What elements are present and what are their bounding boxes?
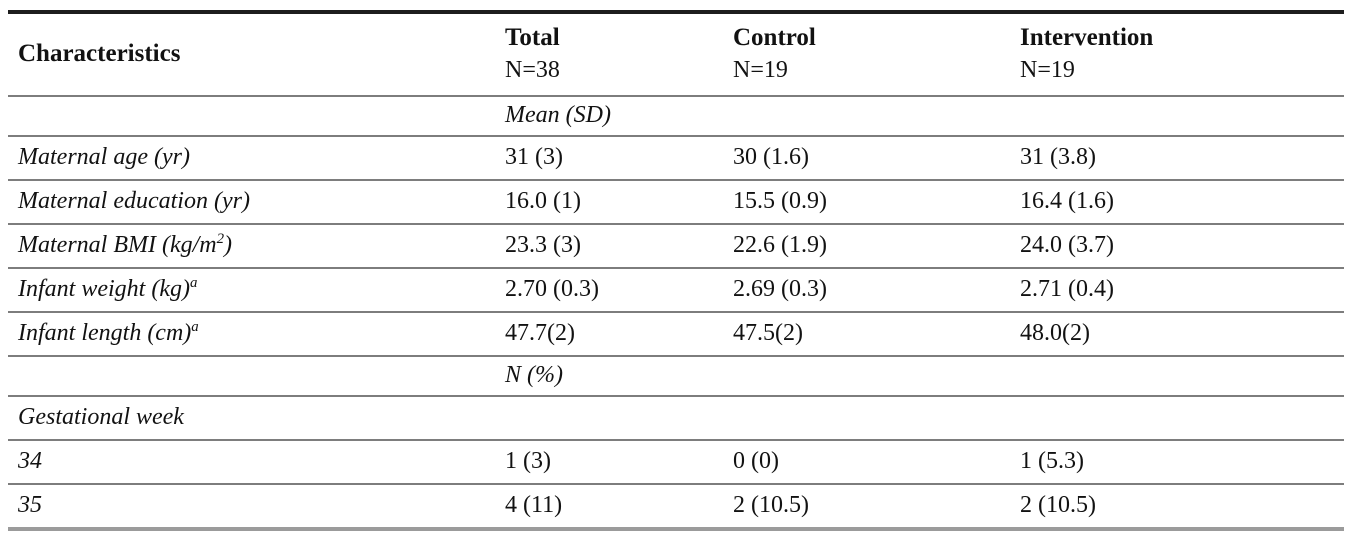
cell-intervention: 31 (3.8) (1020, 144, 1096, 170)
cell-control: 15.5 (0.9) (733, 188, 827, 214)
cell-total: 16.0 (1) (505, 188, 581, 214)
section-label: N (%) (505, 362, 563, 388)
row-label: Infant length (cm)a (18, 319, 199, 346)
row-label: 34 (18, 448, 42, 474)
header-total-title: Total (505, 24, 560, 51)
section-label: Mean (SD) (505, 102, 611, 128)
row-label: 35 (18, 492, 42, 518)
table-row-maternal-bmi: Maternal BMI (kg/m2) 23.3 (3) 22.6 (1.9)… (8, 224, 1344, 268)
characteristics-table: Characteristics Total N=38 Control N=19 … (8, 10, 1344, 531)
table-row-infant-weight: Infant weight (kg)a 2.70 (0.3) 2.69 (0.3… (8, 268, 1344, 312)
cell-total: 23.3 (3) (505, 232, 581, 258)
cell-intervention: 24.0 (3.7) (1020, 232, 1114, 258)
header-intervention: Intervention N=19 (1020, 12, 1344, 96)
cell-total: 4 (11) (505, 492, 563, 518)
footnote-marker-a: a (189, 275, 198, 291)
header-intervention-n: N=19 (1020, 57, 1075, 83)
header-total: Total N=38 (505, 12, 733, 96)
table-row-maternal-education: Maternal education (yr) 16.0 (1) 15.5 (0… (8, 180, 1344, 224)
cell-total (505, 396, 733, 440)
cell-control: 30 (1.6) (733, 144, 809, 170)
cell-control: 2 (10.5) (733, 492, 809, 518)
superscript-2: 2 (216, 231, 225, 247)
header-control-title: Control (733, 24, 816, 51)
row-label (8, 356, 505, 396)
header-control-n: N=19 (733, 57, 788, 83)
header-characteristics: Characteristics (18, 40, 181, 67)
footnote-marker-a: a (191, 319, 199, 335)
row-label (8, 96, 505, 136)
row-label: Maternal BMI (kg/m2) (18, 231, 233, 258)
header-control: Control N=19 (733, 12, 1020, 96)
cell-total: 1 (3) (505, 448, 551, 474)
table-row-maternal-age: Maternal age (yr) 31 (3) 30 (1.6) 31 (3.… (8, 136, 1344, 180)
cell-control: 2.69 (0.3) (733, 276, 827, 302)
table-row-week-35: 35 4 (11) 2 (10.5) 2 (10.5) (8, 484, 1344, 529)
cell-intervention: 2 (10.5) (1020, 492, 1096, 518)
cell-total: 47.7(2) (505, 320, 575, 346)
row-label: Infant weight (kg)a (18, 275, 198, 302)
cell-intervention: 1 (5.3) (1020, 448, 1084, 474)
table-row-week-34: 34 1 (3) 0 (0) 1 (5.3) (8, 440, 1344, 484)
cell-control (733, 396, 1020, 440)
cell-intervention (1020, 396, 1344, 440)
cell-control: 47.5(2) (733, 320, 803, 346)
cell-control: 22.6 (1.9) (733, 232, 827, 258)
cell-intervention: 2.71 (0.4) (1020, 276, 1114, 302)
table-header-row: Characteristics Total N=38 Control N=19 … (8, 12, 1344, 96)
row-label: Maternal education (yr) (18, 188, 250, 214)
cell-intervention: 48.0(2) (1020, 320, 1090, 346)
cell-control: 0 (0) (733, 448, 779, 474)
cell-total: 31 (3) (505, 144, 563, 170)
row-label: Maternal age (yr) (18, 144, 190, 170)
header-intervention-title: Intervention (1020, 24, 1154, 51)
section-row-mean-sd: Mean (SD) (8, 96, 1344, 136)
cell-total: 2.70 (0.3) (505, 276, 599, 302)
row-label: Gestational week (18, 404, 184, 430)
table-row-infant-length: Infant length (cm)a 47.7(2) 47.5(2) 48.0… (8, 312, 1344, 356)
header-total-n: N=38 (505, 57, 560, 83)
section-row-n-percent: N (%) (8, 356, 1344, 396)
table-row-gestational-week: Gestational week (8, 396, 1344, 440)
cell-intervention: 16.4 (1.6) (1020, 188, 1114, 214)
